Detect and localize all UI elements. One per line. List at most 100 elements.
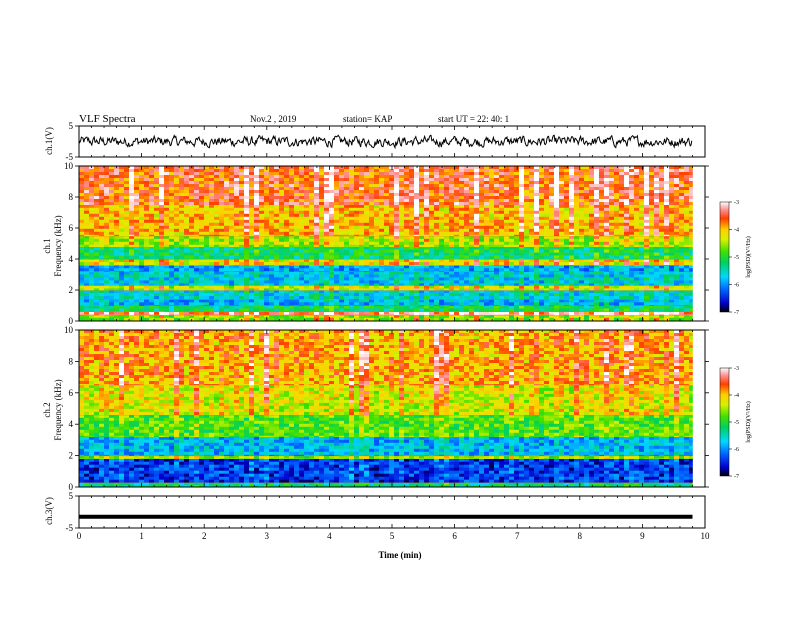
ch1-spectrogram-cell (689, 247, 693, 250)
ch1-spectrogram-cell (89, 211, 94, 214)
ch1-spectrogram-cell (424, 259, 429, 260)
ch1-spectrogram-cell (144, 302, 149, 305)
ch1-spectrogram-cell (309, 302, 314, 305)
ch1-spectrogram-cell (154, 242, 159, 245)
ch1-spectrogram-cell (419, 245, 424, 247)
ch1-spectrogram-cell (104, 309, 109, 312)
ch1-spectrogram-cell (94, 242, 99, 245)
ch1-spectrogram-cell (79, 245, 84, 247)
ch1-spectrogram-cell (189, 265, 194, 268)
ch1-spectrogram-cell (609, 205, 614, 208)
ch1-spectrogram-cell (259, 277, 264, 280)
ch1-spectrogram-cell (684, 265, 689, 266)
ch1-spectrogram-cell (689, 285, 693, 288)
ch1-spectrogram-cell (209, 268, 214, 271)
ch1-spectrogram-cell (474, 299, 479, 300)
ch1-spectrogram-cell (169, 265, 174, 268)
ch1-spectrogram-cell (399, 274, 404, 277)
ch1-spectrogram-cell (104, 239, 109, 242)
ch1-spectrogram-cell (329, 268, 334, 271)
ch1-spectrogram-cell (514, 274, 519, 277)
ch1-spectrogram-cell (534, 242, 539, 245)
ch1-spectrogram-cell (544, 296, 549, 299)
ch1-spectrogram-cell (389, 296, 394, 299)
ch1-spectrogram-cell (544, 253, 549, 256)
ch1-spectrogram-cell (249, 271, 254, 272)
ch1-spectrogram-cell (504, 280, 509, 283)
ch1-spectrogram-cell (604, 253, 609, 256)
ch1-spectrogram-cell (664, 259, 669, 260)
ch1-spectrogram-cell (634, 299, 639, 302)
ch1-spectrogram-cell (339, 285, 344, 288)
ch1-spectrogram-cell (319, 268, 324, 271)
ch1-spectrogram-cell (229, 259, 234, 260)
ch1-spectrogram-cell (594, 312, 599, 315)
ch1-spectrogram-cell (254, 259, 259, 260)
ch1-spectrogram-cell (444, 208, 449, 211)
ch1-spectrogram-cell (569, 205, 574, 208)
ch1-spectrogram-cell (444, 262, 449, 265)
ch1-spectrogram-cell (689, 256, 693, 259)
ch1-spectrogram-cell (404, 253, 409, 256)
ch1-spectrogram-cell (209, 250, 214, 253)
ch1-spectrogram-cell (419, 262, 424, 265)
ch1-spectrogram-cell (384, 242, 389, 245)
ch1-spectrogram-cell (119, 274, 124, 277)
ch1-spectrogram-cell (314, 288, 319, 290)
ch1-spectrogram-cell (429, 265, 434, 266)
ch1-spectrogram-cell (299, 283, 304, 285)
ch1-spectrogram-cell (364, 265, 369, 266)
ch1-spectrogram-cell (484, 283, 489, 285)
ch1-spectrogram-cell (389, 283, 394, 285)
ch1-spectrogram-cell (344, 312, 349, 313)
ch1-spectrogram-cell (604, 262, 609, 265)
ch1-spectrogram-cell (509, 312, 514, 313)
ch1-spectrogram-cell (464, 309, 469, 312)
ch1-spectrogram-cell (149, 259, 154, 260)
ch1-spectrogram-cell (169, 247, 174, 250)
ch1-spectrogram-cell (644, 280, 649, 283)
ch1-spectrogram-cell (164, 265, 169, 268)
ch1-spectrogram-cell (564, 245, 569, 247)
ch1-spectrogram-cell (209, 247, 214, 250)
ch1-spectrogram-cell (564, 283, 569, 285)
ch1-spectrogram-cell (434, 271, 439, 272)
ch1-spectrogram-cell (104, 283, 109, 285)
ch1-spectrogram-cell (219, 265, 224, 266)
ch1-spectrogram-cell (399, 211, 404, 214)
ch1-spectrogram-cell (84, 250, 89, 253)
ch1-spectrogram-cell (314, 285, 319, 288)
ch1-spectrogram-cell (564, 265, 569, 268)
ch1-spectrogram-cell (84, 239, 89, 242)
ch1-spectrogram-cell (209, 265, 214, 268)
ch1-spectrogram-cell (99, 239, 104, 242)
ch1-spectrogram-cell (354, 242, 359, 245)
ch1-spectrogram-cell (439, 312, 444, 313)
ch1-spectrogram-cell (129, 299, 134, 300)
ch1-spectrogram-cell (529, 208, 534, 211)
ch1-spectrogram-cell (639, 259, 644, 260)
ch1-spectrogram-cell (354, 211, 359, 214)
ch1-spectrogram-cell (659, 312, 664, 315)
ch1-spectrogram-cell (484, 288, 489, 290)
ch1-spectrogram-cell (674, 265, 679, 268)
ch1-spectrogram-cell (254, 208, 259, 211)
ch1-spectrogram-cell (174, 309, 179, 312)
ch1-spectrogram-cell (499, 309, 504, 312)
ch1-spectrogram-cell (579, 259, 584, 260)
ch1-spectrogram-cell (444, 280, 449, 283)
ch1-spectrogram-cell (434, 268, 439, 271)
ch1-spectrogram-cell (459, 309, 464, 312)
ch1-spectrogram-panel (79, 166, 693, 321)
ch1-spectrogram-cell (224, 280, 229, 283)
ch1-spectrogram-cell (249, 214, 254, 217)
ch1-spectrogram-cell (224, 299, 229, 300)
ch1-spectrogram-cell (469, 262, 474, 265)
ch1-spectrogram-cell (574, 302, 579, 305)
ch1-spectrogram-cell (534, 211, 539, 214)
ch1-spectrogram-cell (324, 312, 329, 315)
ch1-spectrogram-cell (279, 205, 284, 208)
ch1-spectrogram-cell (259, 268, 264, 271)
ch1-spectrogram-cell (664, 299, 669, 302)
ch1-spectrogram-cell (539, 280, 544, 283)
